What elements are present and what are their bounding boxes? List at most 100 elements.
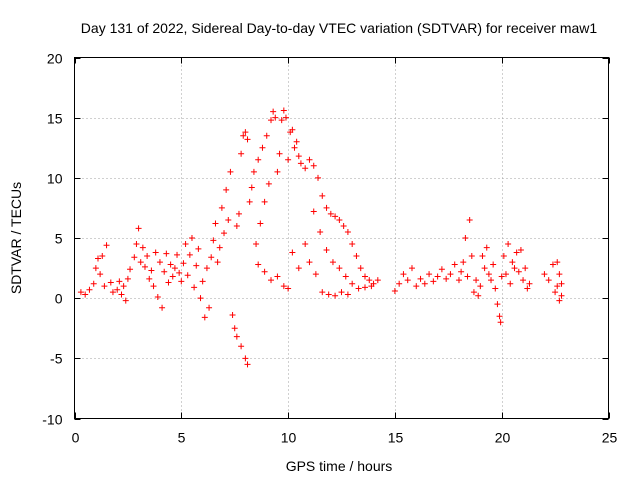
data-point (268, 117, 275, 124)
x-tick-label: 5 (178, 430, 186, 446)
data-point (229, 312, 236, 319)
data-point (223, 186, 230, 193)
data-point (214, 259, 221, 266)
data-point (464, 273, 471, 280)
data-point (124, 275, 131, 282)
data-point (470, 289, 477, 296)
data-point (319, 192, 326, 199)
data-point (310, 162, 317, 169)
data-point (374, 277, 381, 284)
data-point (447, 271, 454, 278)
data-point (342, 273, 349, 280)
data-point (144, 253, 151, 260)
data-point (242, 129, 249, 136)
data-point (107, 279, 114, 286)
data-point (302, 165, 309, 172)
data-point (282, 114, 289, 121)
data-point (114, 286, 121, 293)
data-point (479, 253, 486, 260)
data-point (139, 244, 146, 251)
x-tick-label: 0 (72, 430, 80, 446)
data-point (366, 277, 373, 284)
y-tick-label: 10 (47, 171, 63, 187)
data-point (135, 225, 142, 232)
data-point (272, 114, 279, 121)
data-point (520, 277, 527, 284)
data-point (206, 304, 213, 311)
data-point (161, 268, 168, 275)
data-point (250, 168, 257, 175)
data-point (507, 280, 514, 287)
data-point (477, 283, 484, 290)
data-point (417, 275, 424, 282)
data-point (473, 277, 480, 284)
data-point (458, 268, 465, 275)
data-point (526, 280, 533, 287)
data-point (466, 216, 473, 223)
data-point (221, 230, 228, 237)
data-point (167, 261, 174, 268)
data-point (483, 244, 490, 251)
data-point (186, 251, 193, 258)
data-point (244, 361, 251, 368)
data-point (246, 198, 253, 205)
data-point (180, 260, 187, 267)
data-point (261, 198, 268, 205)
data-point (188, 235, 195, 241)
data-point (338, 289, 345, 296)
data-point (400, 271, 407, 278)
data-point (127, 266, 134, 273)
data-point (176, 269, 183, 276)
data-point (163, 250, 170, 257)
data-point (261, 268, 268, 275)
data-point (231, 325, 238, 332)
x-tick-label: 20 (495, 430, 511, 446)
data-point (233, 222, 240, 229)
data-point (498, 273, 505, 280)
y-tick-label: 20 (47, 51, 63, 67)
data-point (297, 160, 304, 167)
data-point (141, 263, 148, 270)
data-point (86, 286, 93, 293)
data-point (468, 253, 475, 260)
data-point (101, 283, 108, 290)
data-point (82, 291, 89, 298)
data-point (404, 277, 411, 284)
data-point (556, 297, 563, 304)
data-point (421, 280, 428, 287)
data-point (443, 275, 450, 282)
data-point (169, 273, 176, 280)
data-point (558, 292, 565, 299)
data-point (426, 271, 433, 278)
data-point (122, 297, 129, 304)
data-point (336, 265, 343, 272)
data-point (357, 265, 364, 272)
data-points (77, 107, 565, 368)
data-point (280, 283, 287, 290)
data-point (242, 355, 249, 362)
x-tick-label: 10 (281, 430, 297, 446)
data-point (120, 283, 127, 290)
data-point (340, 222, 347, 229)
data-point (490, 261, 497, 268)
data-point (212, 220, 219, 227)
data-point (505, 241, 512, 248)
y-tick-label: 5 (55, 231, 63, 247)
data-point (257, 220, 264, 227)
data-point (509, 259, 516, 266)
y-axis-label: SDTVAR / TECUs (8, 182, 24, 294)
data-point (494, 301, 501, 308)
data-point (165, 279, 172, 286)
data-point (285, 285, 292, 292)
data-point (97, 271, 104, 278)
y-tick-label: -5 (50, 351, 63, 367)
data-point (488, 277, 495, 284)
data-point (295, 265, 302, 272)
data-point (349, 280, 356, 287)
data-point (361, 284, 368, 291)
data-point (182, 241, 189, 248)
data-point (263, 132, 270, 139)
data-point (137, 259, 144, 266)
data-point (152, 249, 159, 256)
